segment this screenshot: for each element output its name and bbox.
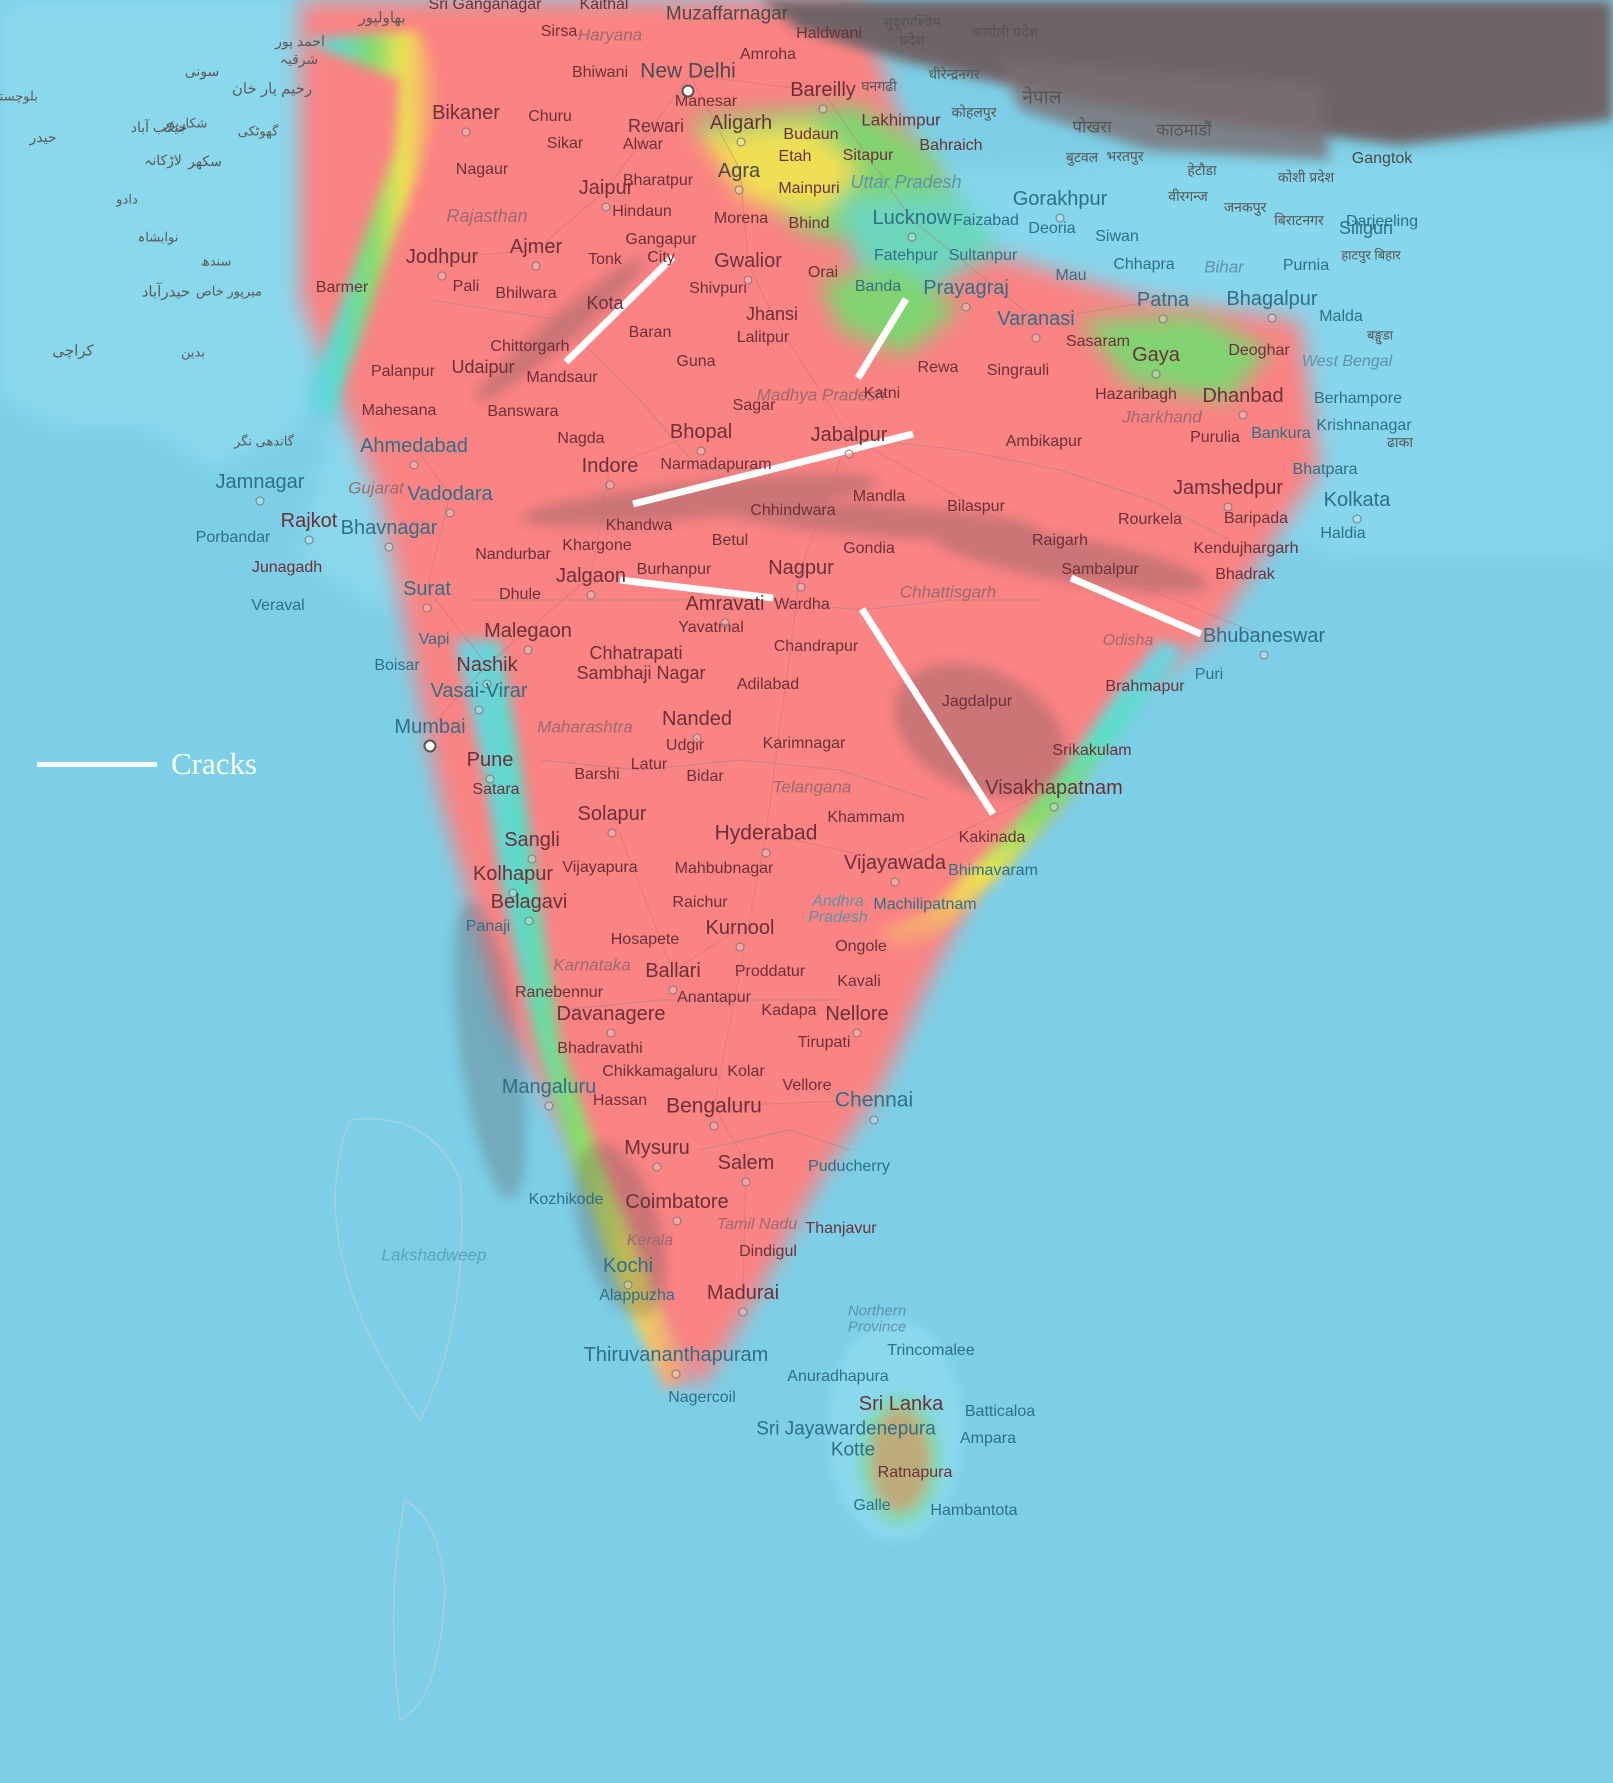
city-label-major-dot — [508, 888, 518, 898]
city-label-major-dot — [437, 271, 447, 281]
legend: Cracks — [37, 746, 257, 782]
city-label-major-dot — [890, 877, 900, 887]
city-label-major-dot — [606, 1028, 616, 1038]
city-label-major-dot — [1223, 502, 1233, 512]
city-label-major-dot — [485, 774, 495, 784]
city-label-major-dot — [482, 679, 492, 689]
city-label-major-dot — [907, 232, 917, 242]
crack-lines — [563, 254, 1203, 816]
city-label-major-dot — [668, 985, 678, 995]
city-label-major-dot — [735, 942, 745, 952]
city-label-major-dot — [818, 104, 828, 114]
crack-gondia-kakinada — [859, 607, 996, 816]
city-label-major-dot — [672, 1216, 682, 1226]
legend-line-swatch — [37, 761, 157, 767]
city-label-major-dot — [743, 275, 753, 285]
city-label-major-dot — [607, 828, 617, 838]
city-label-major-dot — [544, 1101, 554, 1111]
city-label-major-dot — [255, 496, 265, 506]
crack-jalgaon-wardha — [619, 576, 774, 602]
crack-khandwa-jabalpur — [632, 430, 914, 508]
city-label-major-dot — [852, 1028, 862, 1038]
city-label-major-dot — [696, 446, 706, 456]
city-label-major-dot — [304, 535, 314, 545]
city-label-major-dot — [1151, 369, 1161, 379]
city-label-major-dot — [1158, 314, 1168, 324]
city-label-major-dot — [741, 1177, 751, 1187]
city-label-major-dot — [474, 705, 484, 715]
city-label-major-dot — [796, 582, 806, 592]
city-label-major-dot — [1031, 333, 1041, 343]
city-label-major-dot — [692, 733, 702, 743]
city-label-major-dot — [652, 1162, 662, 1172]
city-label-major-dot — [524, 916, 534, 926]
city-label-major-dot — [1049, 802, 1059, 812]
legend-label: Cracks — [171, 746, 258, 781]
city-label-major-dot — [709, 1121, 719, 1131]
city-label-major-dot — [384, 542, 394, 552]
city-label-major-dot — [1352, 514, 1362, 524]
city-label-major-dot — [461, 127, 471, 137]
city-label-major-dot — [961, 302, 971, 312]
city-label-major-dot — [601, 202, 611, 212]
city-label-major-dot — [605, 480, 615, 490]
city-label-major-dot — [738, 1307, 748, 1317]
city-label-major-dot — [623, 1280, 633, 1290]
city-label-major-dot — [671, 1369, 681, 1379]
city-label-major-dot — [523, 645, 533, 655]
crack-sambalpur-bhubaneswar — [1069, 574, 1203, 638]
city-label-major-dot — [423, 739, 437, 753]
crack-banda-south — [855, 297, 909, 380]
city-label-major-dot — [869, 1115, 879, 1125]
city-label-major-dot — [531, 261, 541, 271]
city-label-major-dot — [409, 460, 419, 470]
city-label-major-dot — [445, 508, 455, 518]
crack-mandsaur-gangapur — [563, 254, 676, 365]
city-label-major-dot — [761, 848, 771, 858]
city-label-major-dot — [736, 137, 746, 147]
city-label-major-dot — [527, 854, 537, 864]
city-label-major-dot — [720, 618, 730, 628]
city-label-major-dot — [1055, 213, 1065, 223]
city-label-major-dot — [681, 84, 695, 98]
city-label-major-dot — [734, 185, 744, 195]
city-label-major-dot — [1259, 650, 1269, 660]
city-label-major-dot — [422, 603, 432, 613]
city-label-major-dot — [844, 449, 854, 459]
city-label-major-dot — [1267, 313, 1277, 323]
city-label-major-dot — [1238, 410, 1248, 420]
city-label-major-dot — [586, 590, 596, 600]
